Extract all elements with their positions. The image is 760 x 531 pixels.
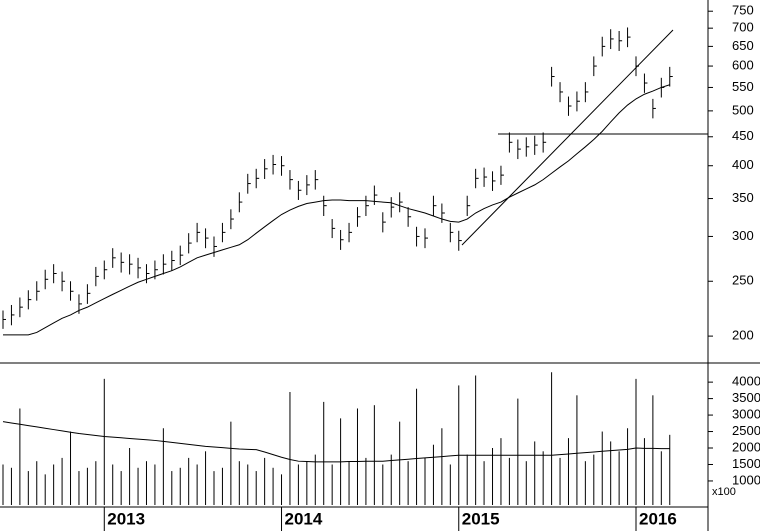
y-tick-label: 300 [732, 228, 754, 243]
y-tick-label: 600 [732, 57, 754, 72]
volume-unit: x100 [712, 486, 736, 498]
y-tick-label: 700 [732, 20, 754, 35]
y-tick-label: 1500 [732, 456, 760, 471]
y-tick-label: 450 [732, 128, 754, 143]
y-tick-label: 3000 [732, 407, 760, 422]
x-tick-label: 2015 [462, 509, 500, 528]
y-tick-label: 4000 [732, 374, 760, 389]
x-tick-label: 2016 [639, 509, 677, 528]
y-tick-label: 3500 [732, 390, 760, 405]
x-tick-label: 2013 [107, 509, 145, 528]
y-tick-label: 2500 [732, 423, 760, 438]
y-tick-label: 750 [732, 3, 754, 18]
y-tick-label: 2000 [732, 439, 760, 454]
y-tick-label: 200 [732, 328, 754, 343]
x-tick-label: 2014 [285, 509, 323, 528]
y-tick-label: 500 [732, 102, 754, 117]
y-tick-label: 1000 [732, 472, 760, 487]
moving-average [2, 421, 670, 463]
y-tick-label: 650 [732, 38, 754, 53]
y-tick-label: 250 [732, 273, 754, 288]
moving-average [3, 84, 670, 336]
y-tick-label: 350 [732, 190, 754, 205]
y-tick-label: 550 [732, 79, 754, 94]
trend-line [461, 29, 674, 246]
y-tick-label: 400 [732, 157, 754, 172]
